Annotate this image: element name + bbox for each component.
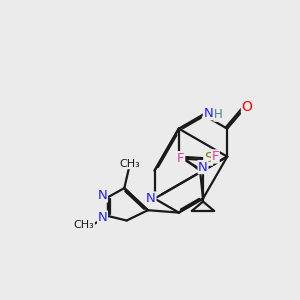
Text: CH₃: CH₃ [74,220,94,230]
Text: O: O [242,100,252,114]
Text: S: S [204,151,213,165]
Text: N: N [98,189,107,202]
Text: F: F [212,150,219,163]
Text: CH₃: CH₃ [120,159,141,169]
Text: N: N [146,192,156,205]
Text: H: H [214,108,223,121]
Text: N: N [198,160,208,174]
Text: N: N [98,211,107,224]
Text: F: F [177,152,185,165]
Text: N: N [203,107,213,120]
